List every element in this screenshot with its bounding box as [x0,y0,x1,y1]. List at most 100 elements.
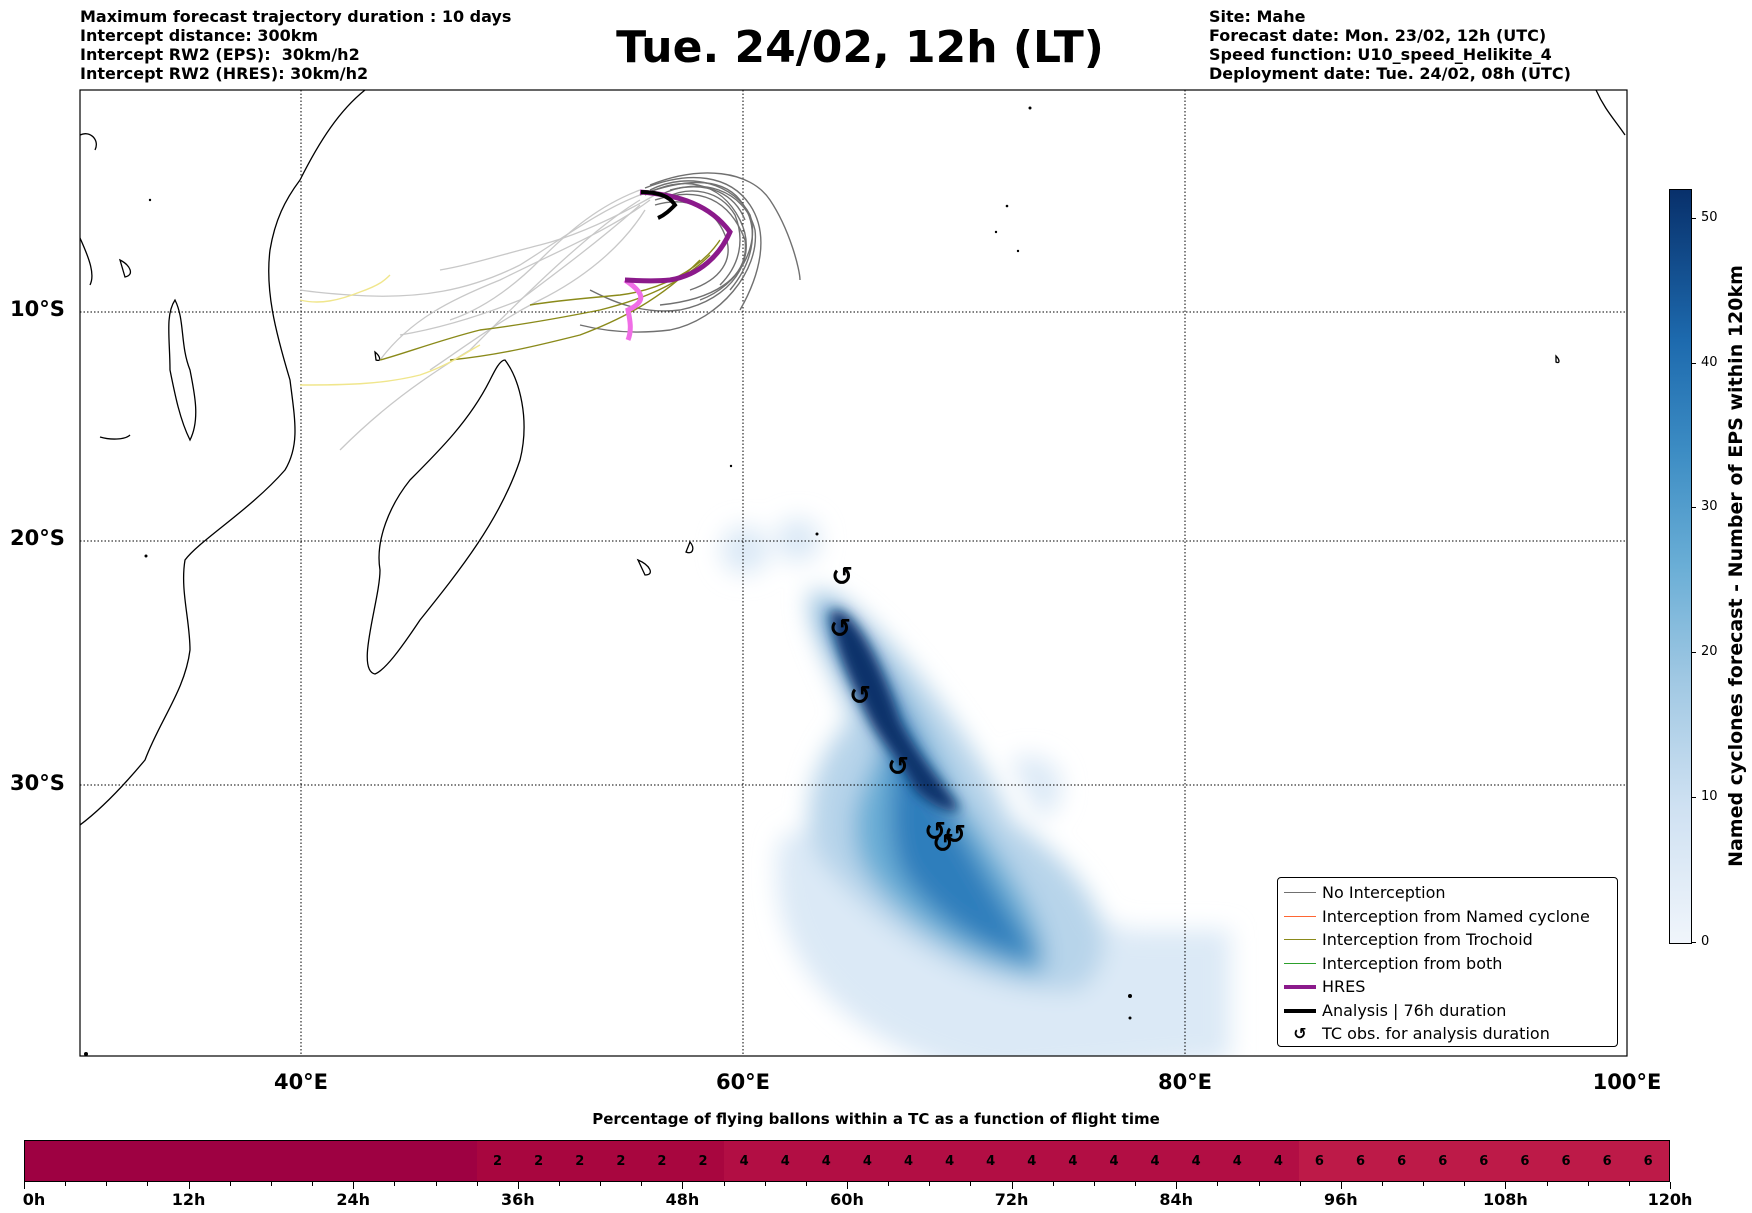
timebar-segment: 4 [764,1141,806,1181]
timebar-tick [764,1182,766,1186]
legend-item-named-cyclone: Interception from Named cyclone [1278,905,1617,929]
timebar-segment [435,1141,478,1181]
timebar-segment: 6 [1422,1141,1464,1181]
timebar-segment: 2 [682,1141,724,1181]
header-speed-function-line: Speed function: U10_speed_Helikite_4 [1209,45,1552,64]
hres-and-analysis [623,189,733,341]
timebar-segment: 2 [641,1141,683,1181]
timebar-segment: 6 [1340,1141,1382,1181]
timebar-segment: 6 [1545,1141,1587,1181]
timebar-tick [970,1182,972,1186]
tc-obs-marker: ↺ [887,752,909,782]
timebar-tick [476,1182,478,1186]
timebar-tick [312,1182,314,1186]
colorbar-label: 20 [1701,644,1718,659]
density-field [721,518,1230,1056]
timebar-tick [847,1182,848,1189]
timebar-segment: 6 [1463,1141,1505,1181]
timebar-tick-label: 12h [171,1190,206,1209]
header-forecast-date-line: Forecast date: Mon. 23/02, 12h (UTC) [1209,26,1547,45]
colorbar-tick [1691,797,1696,798]
legend-item-analysis: Analysis | 76h duration [1278,999,1617,1023]
timebar-tick [1135,1182,1137,1186]
timebar-segment: 4 [723,1141,765,1181]
timebar-segment: 4 [846,1141,888,1181]
timebar-segment [271,1141,313,1181]
timebar-segment: 2 [477,1141,519,1181]
tc-obs-marker: ↺ [831,562,853,592]
timebar-tick [1423,1182,1425,1186]
cyclone-icon: ↺ [1293,1024,1307,1044]
map-frame [79,89,1628,1057]
timebar-segment: 2 [518,1141,560,1181]
timebar-tick [1670,1182,1671,1189]
colorbar-tick [1691,363,1696,364]
timebar-segment: 4 [1093,1141,1135,1181]
colorbar-label: 40 [1701,355,1718,370]
timebar-segment [230,1141,272,1181]
timebar-segment: 4 [1011,1141,1053,1181]
legend-item-no-interception: No Interception [1278,881,1617,905]
timebar-tick-label: 84h [1159,1190,1194,1209]
lon-label-60e: 60°E [715,1070,771,1094]
timebar-segment [394,1141,436,1181]
timebar-segment: 4 [805,1141,847,1181]
legend-line-gray [1284,892,1316,894]
legend-item-trochoid: Interception from Trochoid [1278,928,1617,952]
timebar-tick-label: 48h [665,1190,700,1209]
legend-line-purple [1284,985,1316,990]
timebar-tick [1217,1182,1219,1186]
timebar-segment [312,1141,354,1181]
header-info-right: Site: Mahe Forecast date: Mon. 23/02, 12… [1209,7,1571,83]
timebar-tick [1464,1182,1466,1186]
timebar-tick [600,1182,602,1186]
timebar-segment: 6 [1504,1141,1546,1181]
lon-label-40e: 40°E [273,1070,329,1094]
colorbar-tick [1691,507,1696,508]
timebar-segment: 4 [1175,1141,1217,1181]
legend-item-tc-obs: ↺ TC obs. for analysis duration [1278,1022,1617,1046]
timebar-tick [394,1182,396,1186]
tc-obs-marker: ↺ [924,817,946,847]
lat-label-30s: 30°S [10,771,65,795]
timebar-segment [148,1141,190,1181]
timebar-tick [229,1182,231,1186]
tc-obs-marker: ↺ [932,829,954,859]
timebar-tick [805,1182,807,1186]
timebar-segment: 4 [970,1141,1012,1181]
map-legend: No Interception Interception from Named … [1277,877,1618,1047]
timebar-tick [353,1182,355,1189]
timebar-segment: 6 [1627,1141,1669,1181]
colorbar-label: 30 [1701,499,1718,514]
timebar-segment [25,1141,67,1181]
timebar-segment: 4 [1134,1141,1176,1181]
header-deployment-date-line: Deployment date: Tue. 24/02, 08h (UTC) [1209,64,1571,83]
timebar-tick-label: 24h [336,1190,371,1209]
chart-title: Tue. 24/02, 12h (LT) [616,22,1104,73]
ensemble-trajectories [299,172,801,451]
timebar-tick [435,1182,437,1186]
timebar-tick [682,1182,684,1189]
timebar-tick [1381,1182,1383,1186]
header-site-line: Site: Mahe [1209,7,1306,26]
timebar-tick [558,1182,560,1186]
header-intercept-distance-line: Intercept distance: 300km [80,26,319,45]
timebar-tick [641,1182,643,1186]
timebar-segment: 4 [1052,1141,1094,1181]
header-intercept-hres-line: Intercept RW2 (HRES): 30km/h2 [80,64,369,83]
timebar-segment [66,1141,108,1181]
timebar-tick [1505,1182,1507,1189]
tc-obs-marker: ↺ [849,681,871,711]
timebar-tick [1340,1182,1342,1189]
timebar-tick-label: 108h [1482,1190,1528,1209]
timebar-segment [189,1141,231,1181]
colorbar-label: 10 [1701,789,1718,804]
timebar-tick [1011,1182,1013,1189]
timebar-segment: 6 [1298,1141,1340,1181]
lon-label-80e: 80°E [1157,1070,1213,1094]
legend-line-olive [1284,939,1316,941]
legend-item-both: Interception from both [1278,952,1617,976]
legend-line-green [1284,962,1316,964]
header-info-left: Maximum forecast trajectory duration : 1… [80,7,511,83]
timebar-segment [353,1141,395,1181]
